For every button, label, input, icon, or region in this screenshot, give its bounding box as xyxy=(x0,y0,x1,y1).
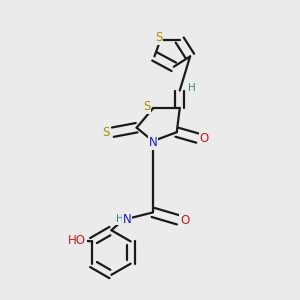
Text: S: S xyxy=(155,31,163,44)
Text: O: O xyxy=(180,214,189,227)
Text: H: H xyxy=(188,83,196,93)
Text: O: O xyxy=(200,132,209,145)
Text: N: N xyxy=(148,136,157,149)
Text: S: S xyxy=(143,100,151,113)
Text: N: N xyxy=(123,213,132,226)
Text: H: H xyxy=(116,214,124,224)
Text: HO: HO xyxy=(68,234,86,247)
Text: S: S xyxy=(103,126,110,139)
